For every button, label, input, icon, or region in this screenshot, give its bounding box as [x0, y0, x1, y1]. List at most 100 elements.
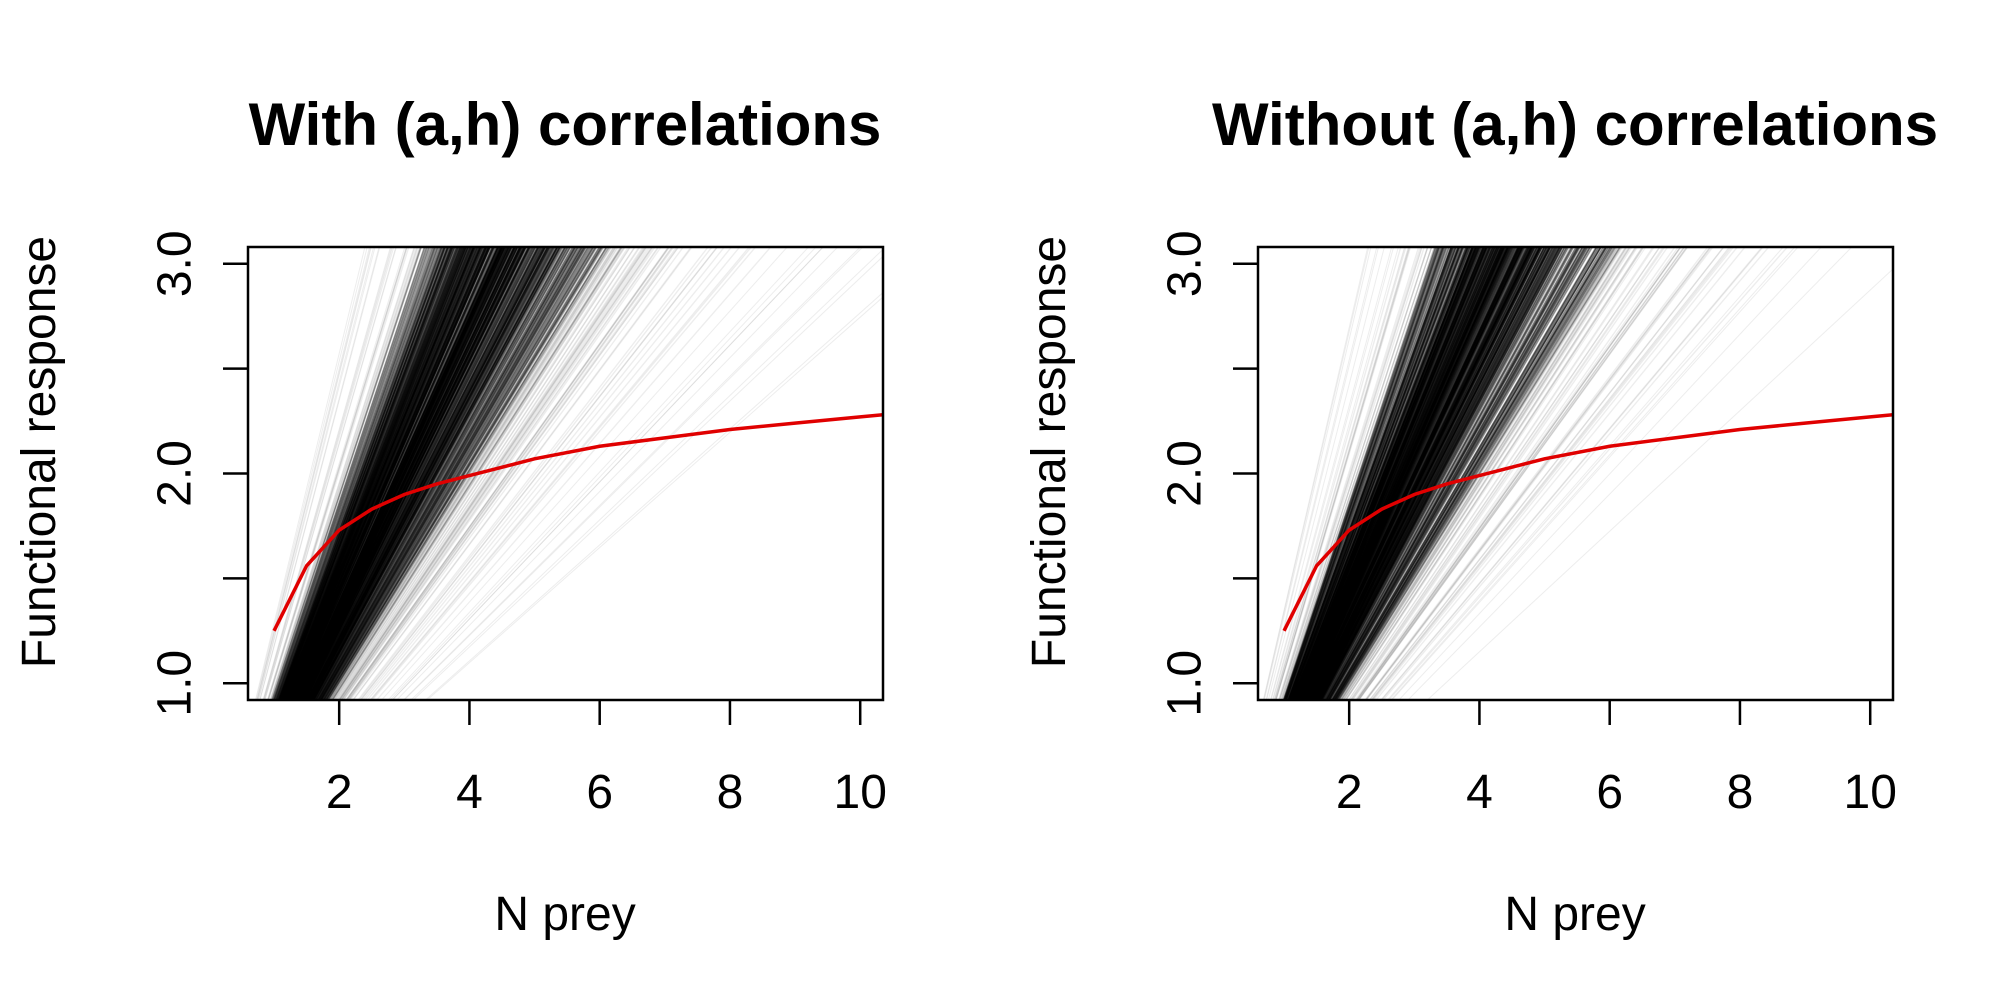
- sample-line: [276, 247, 437, 700]
- sample-line: [1329, 247, 1594, 700]
- sample-line: [1309, 247, 1527, 700]
- sample-line: [1301, 247, 1498, 700]
- sample-line: [301, 247, 523, 700]
- sample-line: [328, 247, 612, 700]
- sample-line: [1319, 247, 1561, 700]
- sample-line: [1308, 247, 1524, 700]
- sample-line: [289, 247, 482, 700]
- sample-line: [297, 247, 510, 700]
- sample-line: [1299, 247, 1494, 700]
- sample-line: [285, 247, 469, 700]
- sample-line: [273, 247, 428, 700]
- sample-line: [308, 247, 546, 700]
- sample-line: [1302, 247, 1503, 700]
- sample-line: [1311, 247, 1533, 700]
- sample-line: [307, 247, 542, 700]
- sample-line: [1303, 247, 1506, 700]
- sample-line: [1308, 247, 1524, 700]
- sample-line: [1364, 247, 1712, 700]
- sample-line: [1309, 247, 1524, 700]
- sample-line: [1301, 247, 1500, 700]
- sample-line: [302, 247, 527, 700]
- sample-line: [1270, 247, 1395, 700]
- sample-line: [345, 247, 670, 700]
- sample-line: [294, 247, 499, 700]
- sample-line: [1321, 247, 1566, 700]
- sample-line: [426, 296, 883, 700]
- sample-line: [1326, 247, 1584, 700]
- sample-line: [301, 247, 522, 700]
- sample-line: [306, 247, 540, 700]
- sample-line: [308, 247, 547, 700]
- sample-line: [282, 247, 460, 700]
- sample-line: [340, 247, 653, 700]
- sample-line: [299, 247, 515, 700]
- sample-line: [1308, 247, 1522, 700]
- sample-line: [1294, 247, 1477, 700]
- sample-line: [300, 247, 519, 700]
- sample-line: [1314, 247, 1544, 700]
- sample-line: [1303, 247, 1507, 700]
- sample-line: [1291, 247, 1465, 700]
- sample-line: [1310, 247, 1529, 700]
- sample-line: [1283, 247, 1440, 700]
- sample-line: [1307, 247, 1520, 700]
- sample-line: [331, 247, 623, 700]
- sample-line: [1305, 247, 1511, 700]
- sample-line: [1285, 247, 1445, 700]
- sample-line: [290, 247, 485, 700]
- sample-line: [288, 247, 478, 700]
- sample-line: [279, 247, 448, 700]
- sample-line: [1292, 247, 1469, 700]
- sample-line: [1298, 247, 1489, 700]
- sample-line: [1303, 247, 1505, 700]
- sample-line: [1320, 247, 1564, 700]
- sample-line: [1325, 247, 1579, 700]
- sample-line: [1371, 247, 1733, 700]
- sample-line: [297, 247, 509, 700]
- sample-line: [1316, 247, 1550, 700]
- sample-line: [296, 247, 506, 700]
- sample-line: [335, 247, 636, 700]
- y-tick-label: 3.0: [1159, 230, 1212, 297]
- sample-line: [1308, 247, 1521, 700]
- sample-line: [1311, 247, 1532, 700]
- sample-line: [308, 247, 545, 700]
- sample-line: [1325, 247, 1579, 700]
- sample-line: [1340, 247, 1632, 700]
- sample-line: [305, 247, 537, 700]
- sample-line: [1347, 247, 1654, 700]
- sample-line: [1337, 247, 1621, 700]
- sample-line: [1304, 247, 1509, 700]
- sample-line: [301, 247, 523, 700]
- sample-line: [287, 247, 477, 700]
- sample-line: [1302, 247, 1502, 700]
- sample-line: [1311, 247, 1531, 700]
- sample-line: [279, 247, 449, 700]
- sample-line: [281, 247, 456, 700]
- sample-line: [296, 247, 506, 700]
- sample-line: [1295, 247, 1481, 700]
- sample-line: [1302, 247, 1503, 700]
- sample-line: [1294, 247, 1474, 700]
- sample-line: [313, 247, 563, 700]
- sample-line: [284, 247, 467, 700]
- x-axis-label: N prey: [1504, 888, 1645, 941]
- sample-line: [1323, 247, 1573, 700]
- sample-line: [289, 247, 482, 700]
- sample-line: [1290, 247, 1462, 700]
- sample-line: [296, 247, 506, 700]
- sample-line: [1299, 247, 1492, 700]
- sample-line: [1287, 247, 1454, 700]
- sample-line: [282, 247, 460, 700]
- sample-line: [1296, 247, 1482, 700]
- sample-line: [317, 247, 576, 700]
- sample-line: [282, 247, 458, 700]
- sample-line: [285, 247, 468, 700]
- sample-line: [327, 247, 609, 700]
- right-panel: Without (a,h) correlations N prey Functi…: [1023, 91, 1938, 941]
- sample-line: [1330, 247, 1597, 700]
- sample-line: [303, 247, 528, 700]
- sample-line: [1308, 247, 1524, 700]
- sample-line: [289, 247, 484, 700]
